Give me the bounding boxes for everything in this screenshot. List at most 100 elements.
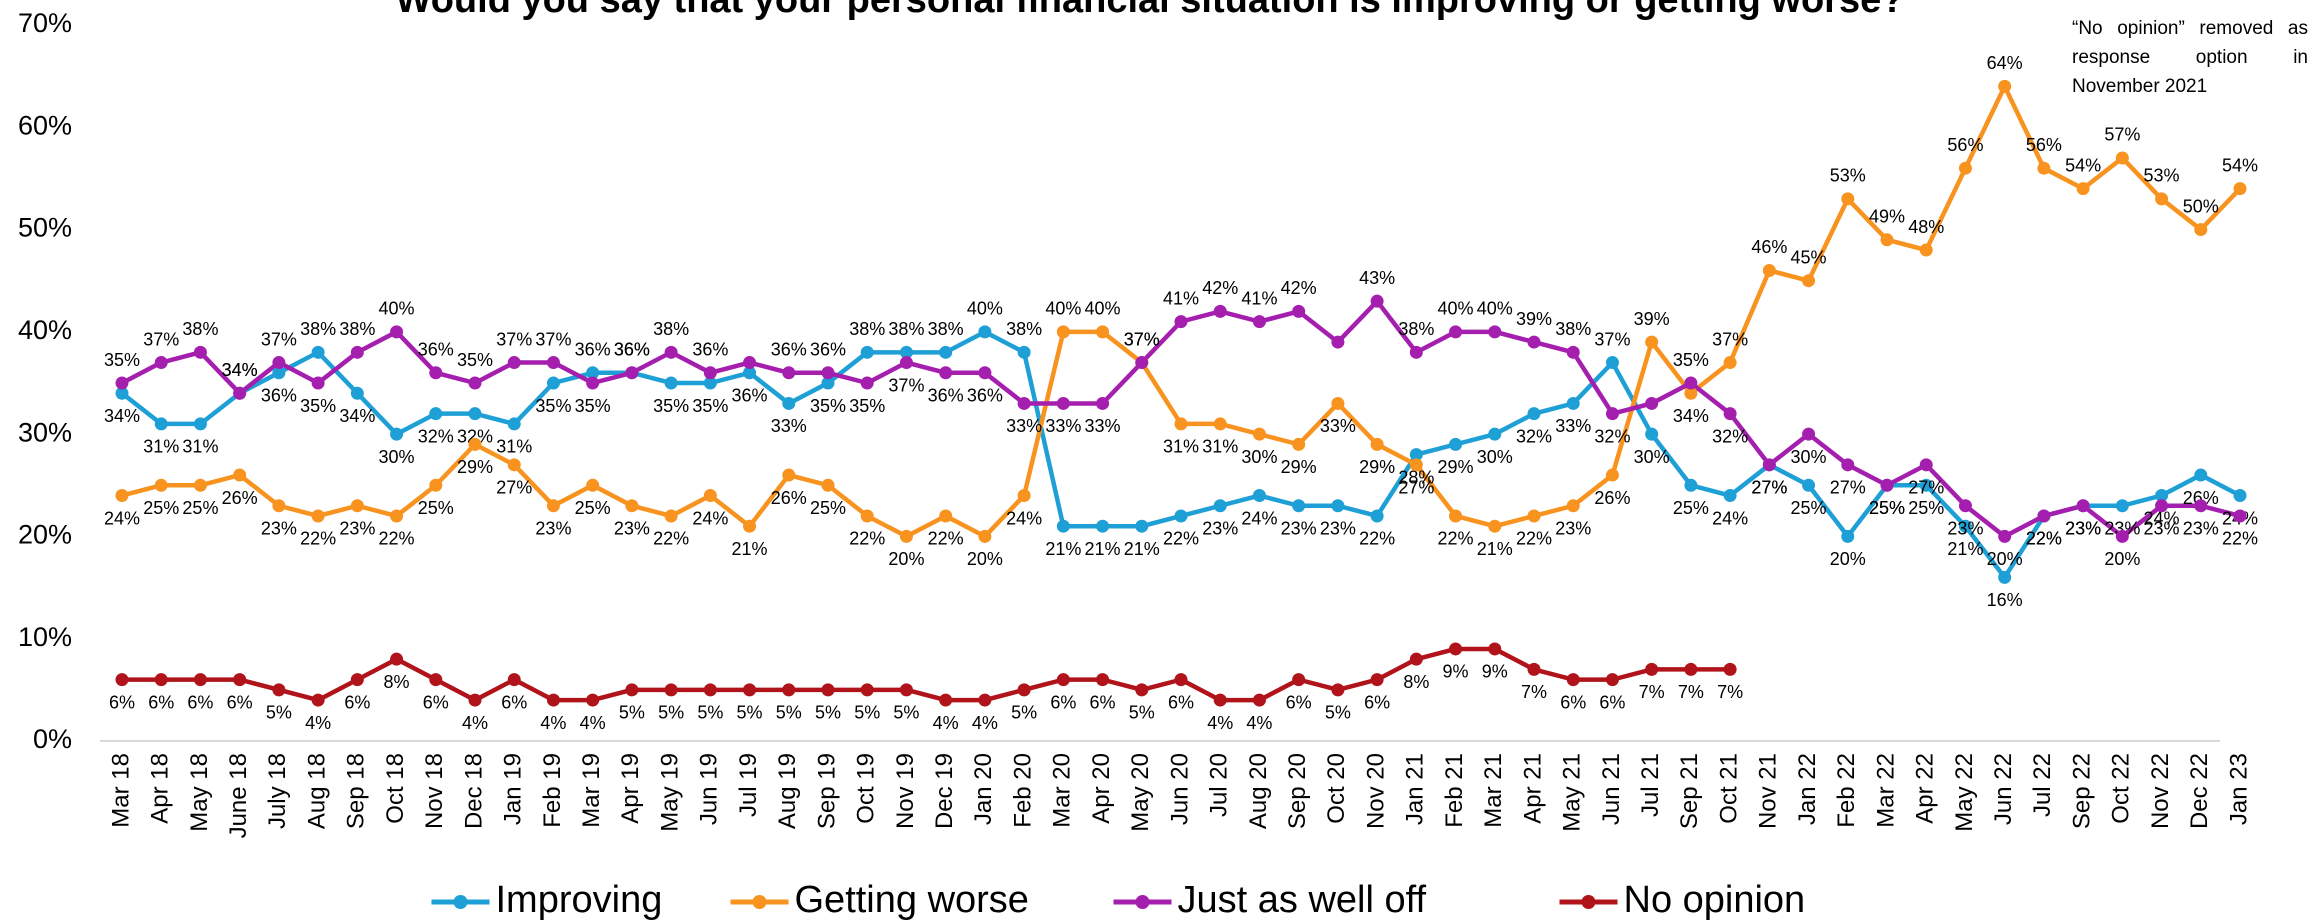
point bbox=[664, 683, 678, 697]
data-label: 22% bbox=[653, 529, 689, 549]
data-label: 5% bbox=[737, 703, 763, 723]
data-label: 33% bbox=[1320, 416, 1356, 436]
data-label: 25% bbox=[182, 498, 218, 518]
point bbox=[1056, 673, 1070, 687]
point bbox=[1919, 478, 1933, 492]
data-label: 20% bbox=[1987, 549, 2023, 569]
point bbox=[154, 478, 168, 492]
point bbox=[1645, 396, 1659, 410]
data-label: 25% bbox=[1673, 498, 1709, 518]
point bbox=[1056, 519, 1070, 533]
point bbox=[1292, 673, 1306, 687]
point bbox=[1174, 673, 1188, 687]
x-tick-label: July 18 bbox=[264, 753, 291, 829]
data-label: 40% bbox=[1438, 299, 1474, 319]
point bbox=[1409, 345, 1423, 359]
point bbox=[860, 683, 874, 697]
data-label: 25% bbox=[143, 498, 179, 518]
point bbox=[1096, 519, 1110, 533]
data-label: 56% bbox=[2026, 135, 2062, 155]
data-label: 22% bbox=[849, 529, 885, 549]
data-label: 8% bbox=[384, 672, 410, 692]
data-label: 7% bbox=[1639, 682, 1665, 702]
x-tick-label: Oct 20 bbox=[1323, 753, 1350, 824]
data-label: 26% bbox=[2183, 488, 2219, 508]
data-label: 27% bbox=[496, 478, 532, 498]
x-tick-label: Aug 19 bbox=[774, 753, 801, 829]
data-label: 34% bbox=[1673, 406, 1709, 426]
x-tick-label: Sep 21 bbox=[1676, 753, 1703, 829]
data-label: 38% bbox=[1398, 319, 1434, 339]
x-tick-label: Jun 22 bbox=[1990, 753, 2017, 825]
point bbox=[1762, 458, 1776, 472]
data-label: 36% bbox=[810, 340, 846, 360]
data-label: 22% bbox=[2222, 529, 2258, 549]
point bbox=[233, 673, 247, 687]
data-label: 37% bbox=[143, 329, 179, 349]
x-tick-label: Nov 22 bbox=[2147, 753, 2174, 829]
x-tick-label: Dec 18 bbox=[460, 753, 487, 829]
point bbox=[821, 683, 835, 697]
point bbox=[1449, 325, 1463, 339]
data-label: 27% bbox=[1830, 478, 1866, 498]
x-tick-label: Jul 22 bbox=[2029, 753, 2056, 817]
x-tick-label: June 18 bbox=[225, 753, 252, 838]
x-tick-label: Mar 20 bbox=[1049, 753, 1076, 828]
data-label: 35% bbox=[104, 350, 140, 370]
data-label: 24% bbox=[692, 508, 728, 528]
point bbox=[586, 376, 600, 390]
data-label: 32% bbox=[1712, 426, 1748, 446]
data-label: 54% bbox=[2222, 155, 2258, 175]
x-tick-label: Feb 20 bbox=[1009, 753, 1036, 828]
point bbox=[311, 345, 325, 359]
data-label: 38% bbox=[928, 319, 964, 339]
data-label: 6% bbox=[1168, 692, 1194, 712]
point bbox=[782, 683, 796, 697]
data-label: 27% bbox=[1398, 478, 1434, 498]
data-label: 31% bbox=[143, 437, 179, 457]
data-label: 41% bbox=[1163, 288, 1199, 308]
point bbox=[546, 356, 560, 370]
point bbox=[1684, 662, 1698, 676]
x-tick-label: Jan 20 bbox=[970, 753, 997, 825]
point bbox=[1488, 325, 1502, 339]
point bbox=[1174, 417, 1188, 431]
data-label: 33% bbox=[1006, 416, 1042, 436]
point bbox=[546, 693, 560, 707]
point bbox=[1096, 396, 1110, 410]
point bbox=[1566, 396, 1580, 410]
point bbox=[350, 345, 364, 359]
data-label: 6% bbox=[187, 692, 213, 712]
data-label: 6% bbox=[1560, 692, 1586, 712]
point bbox=[1017, 489, 1031, 503]
x-tick-label: Mar 18 bbox=[107, 753, 134, 828]
point bbox=[1684, 376, 1698, 390]
data-label: 35% bbox=[692, 396, 728, 416]
x-tick-label: Jun 19 bbox=[696, 753, 723, 825]
data-label: 20% bbox=[2104, 549, 2140, 569]
point bbox=[390, 427, 404, 441]
x-tick-label: Nov 18 bbox=[421, 753, 448, 829]
point bbox=[1252, 315, 1266, 329]
data-label: 6% bbox=[227, 692, 253, 712]
point bbox=[1645, 335, 1659, 349]
data-label: 34% bbox=[104, 406, 140, 426]
point bbox=[193, 417, 207, 431]
x-tick-label: Jun 20 bbox=[1166, 753, 1193, 825]
data-label: 53% bbox=[2144, 166, 2180, 186]
legend-label: Getting worse bbox=[795, 879, 1029, 921]
data-label: 6% bbox=[1364, 692, 1390, 712]
point bbox=[2037, 509, 2051, 523]
point bbox=[782, 468, 796, 482]
data-label: 4% bbox=[462, 713, 488, 733]
data-label: 50% bbox=[2183, 196, 2219, 216]
data-label: 39% bbox=[1634, 309, 1670, 329]
data-label: 24% bbox=[2144, 508, 2180, 528]
x-tick-label: May 22 bbox=[1951, 753, 1978, 832]
point bbox=[2037, 161, 2051, 175]
x-tick-label: Mar 21 bbox=[1480, 753, 1507, 828]
point bbox=[1370, 673, 1384, 687]
data-label: 36% bbox=[928, 386, 964, 406]
point bbox=[743, 366, 757, 380]
point bbox=[899, 345, 913, 359]
